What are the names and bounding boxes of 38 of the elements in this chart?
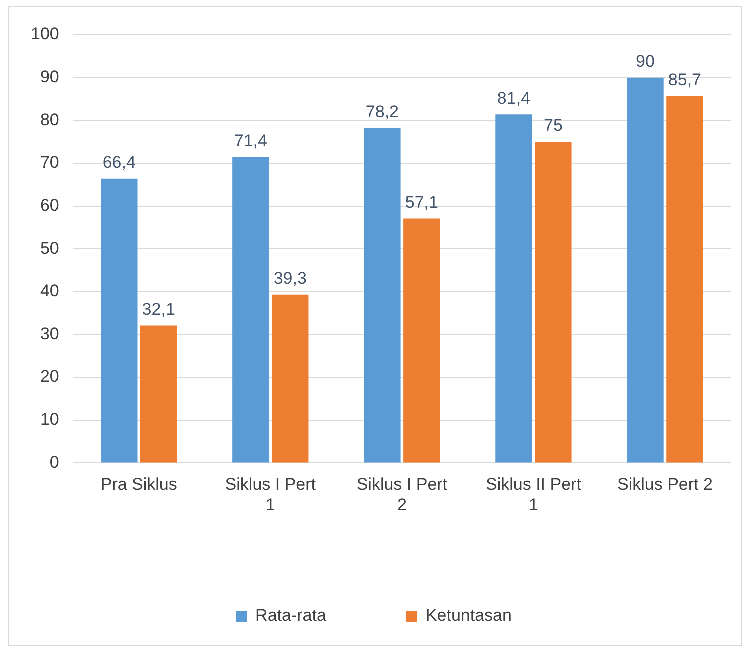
bar — [140, 326, 178, 463]
y-tick-label: 50 — [40, 238, 60, 258]
legend-label: Rata-rata — [256, 606, 327, 626]
data-label: 90 — [636, 52, 655, 72]
data-label: 39,3 — [274, 269, 307, 288]
data-label: 57,1 — [405, 192, 438, 212]
legend-label: Ketuntasan — [426, 606, 512, 626]
data-label: 75 — [544, 116, 563, 136]
x-tick-label: Siklus II Pert 1 — [486, 475, 582, 514]
y-tick-label: 90 — [40, 68, 60, 87]
y-tick-label: 70 — [40, 153, 60, 172]
data-label: 66,4 — [102, 153, 136, 172]
y-tick-label: 100 — [30, 24, 60, 44]
y-tick-label: 0 — [50, 452, 60, 472]
bar — [535, 142, 572, 463]
data-label: 32,1 — [142, 300, 176, 319]
y-tick-label: 30 — [40, 324, 60, 344]
bar — [496, 114, 532, 463]
data-label: 85,7 — [668, 70, 702, 90]
bar — [364, 128, 401, 463]
bar — [404, 218, 440, 463]
data-label: 81,4 — [497, 88, 531, 108]
y-tick-label: 10 — [40, 410, 60, 430]
x-tick-label: Siklus Pert 2 — [618, 475, 713, 494]
bar — [101, 178, 138, 463]
x-tick-label: Siklus I Pert 1 — [225, 475, 316, 514]
bar — [232, 157, 270, 463]
bar — [666, 96, 704, 463]
y-tick-label: 60 — [40, 196, 60, 215]
bar — [272, 294, 309, 463]
x-tick-label: Siklus I Pert 2 — [356, 475, 448, 514]
x-tick-label: Pra Siklus — [100, 475, 178, 494]
bar — [627, 78, 664, 463]
y-tick-label: 40 — [40, 282, 60, 301]
data-label: 71,4 — [234, 132, 268, 151]
y-tick-label: 20 — [40, 367, 60, 386]
y-tick-label: 80 — [40, 110, 60, 130]
data-label: 78,2 — [366, 102, 399, 122]
